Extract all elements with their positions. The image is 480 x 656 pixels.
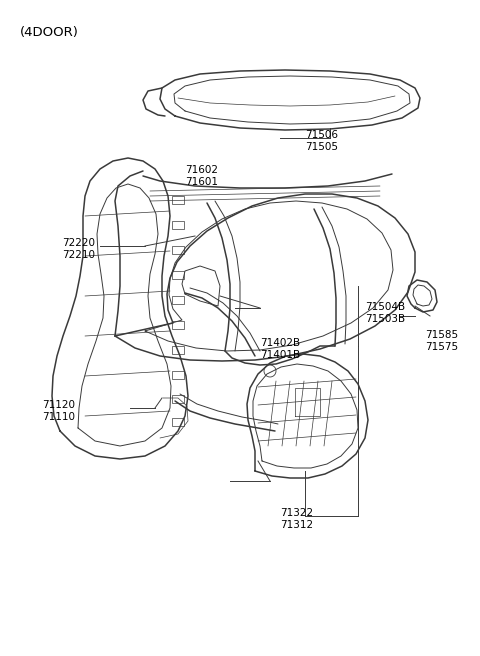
Text: 72220
72210: 72220 72210 — [62, 238, 95, 260]
Text: 71506
71505: 71506 71505 — [305, 130, 338, 152]
Text: 71602
71601: 71602 71601 — [185, 165, 218, 186]
Bar — [172, 246, 184, 254]
Text: 71402B
71401B: 71402B 71401B — [260, 338, 300, 359]
Bar — [172, 221, 184, 229]
Bar — [172, 321, 184, 329]
Text: 71322
71312: 71322 71312 — [280, 508, 313, 529]
Text: 71585
71575: 71585 71575 — [425, 330, 458, 352]
Bar — [172, 346, 184, 354]
Bar — [172, 296, 184, 304]
Bar — [172, 271, 184, 279]
Bar — [172, 418, 184, 426]
Bar — [172, 196, 184, 204]
Text: (4DOOR): (4DOOR) — [20, 26, 79, 39]
Text: 71120
71110: 71120 71110 — [42, 400, 75, 422]
Bar — [172, 395, 184, 403]
Bar — [172, 371, 184, 379]
Text: 71504B
71503B: 71504B 71503B — [365, 302, 405, 323]
